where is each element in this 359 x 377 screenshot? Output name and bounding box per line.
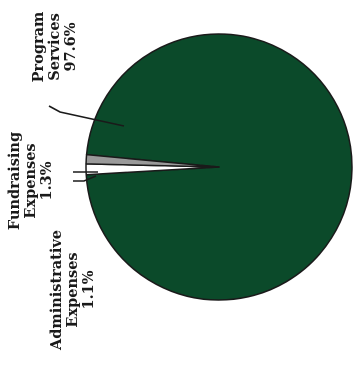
leader-line-administrative xyxy=(73,175,97,182)
label-program-percent: 97.6% xyxy=(62,22,79,71)
label-fundraising-line1: Fundraising xyxy=(6,132,23,230)
label-program-line2: Services xyxy=(46,13,63,81)
leader-line-program-services xyxy=(48,105,125,127)
label-program-line1: Program xyxy=(30,11,47,82)
label-fundraising-line2: Expenses xyxy=(22,143,39,218)
slice-administrative xyxy=(85,153,220,168)
pie-slices xyxy=(85,33,353,301)
label-fundraising: Fundraising Expenses 1.3% xyxy=(6,132,55,230)
label-administrative: Administrative Expenses 1.1% xyxy=(48,230,97,351)
label-fundraising-percent: 1.3% xyxy=(38,161,55,200)
label-administrative-line1: Administrative xyxy=(48,230,65,351)
label-administrative-line2: Expenses xyxy=(64,252,81,327)
label-administrative-percent: 1.1% xyxy=(80,270,97,309)
label-program-services: Program Services 97.6% xyxy=(30,11,79,82)
